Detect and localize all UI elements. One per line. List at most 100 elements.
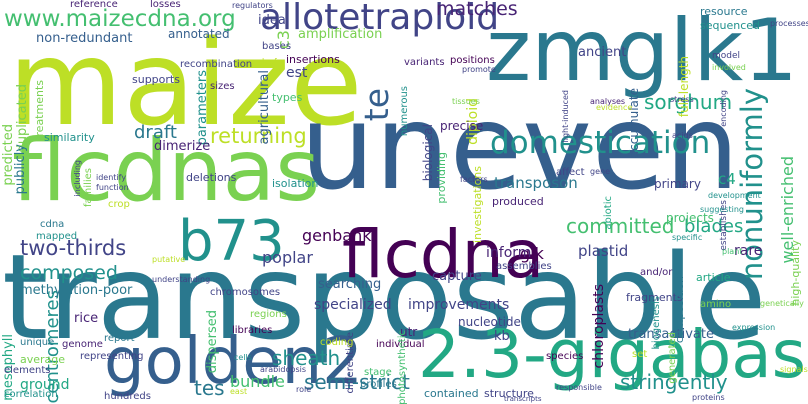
cloud-word: te [357, 88, 396, 122]
cloud-word: methylation-poor [20, 283, 133, 298]
cloud-word: regions [250, 309, 287, 320]
cloud-word: returning [210, 124, 307, 148]
cloud-word: searching [318, 277, 382, 292]
cloud-word: evidence [596, 103, 633, 112]
cloud-word: golden2 [104, 325, 363, 399]
cloud-word: putative [152, 255, 186, 264]
cloud-word: domestication [490, 125, 711, 161]
cloud-word: ground [20, 377, 70, 393]
cloud-word: composed [20, 262, 118, 284]
cloud-word: identify [96, 173, 127, 182]
cloud-word: coding [320, 337, 354, 348]
cloud-word: sheath [272, 346, 341, 370]
cloud-word: plastid [578, 242, 629, 260]
cloud-word: allotetraploid [260, 0, 500, 38]
cloud-word: stage [364, 367, 392, 378]
cloud-word: cdna [40, 219, 65, 230]
cloud-word: specialized [314, 297, 392, 313]
cloud-word: profiles [360, 379, 397, 390]
cloud-word: rice [74, 311, 99, 326]
cloud-word: representing [80, 351, 144, 362]
cloud-word: abiotic [603, 196, 614, 230]
cloud-word: precise [440, 119, 484, 133]
cloud-word: fragments [626, 291, 683, 304]
cloud-word: semi-strict [304, 370, 410, 394]
cloud-word: regulators [232, 1, 273, 10]
cloud-word: insertions [286, 53, 340, 66]
cloud-word: parameters [195, 70, 210, 146]
cloud-word: light-induced [561, 90, 570, 143]
cloud-word: species [546, 351, 584, 362]
cloud-word: contained [424, 387, 479, 400]
cloud-word: flcdna [342, 216, 545, 293]
cloud-word: uneven [300, 78, 740, 216]
cloud-word: stress [670, 95, 694, 104]
cloud-word: kb [494, 329, 510, 344]
cloud-word: inform [486, 245, 532, 261]
cloud-word: full-length [677, 56, 691, 118]
cloud-word: assemblies [496, 261, 552, 272]
cloud-word: arabidopsis [260, 365, 307, 374]
cloud-word: duplicated [15, 84, 30, 153]
cloud-word: function [96, 183, 129, 192]
cloud-word: providing [435, 152, 448, 204]
cloud-word: committed [566, 214, 675, 238]
cloud-word: chromosomes [210, 287, 281, 298]
cloud-word: tissues [452, 97, 480, 106]
cloud-word: cells [234, 353, 252, 362]
cloud-word: processes [770, 19, 808, 28]
cloud-word: understanding [152, 275, 211, 284]
cloud-word: sorghum [644, 90, 733, 114]
cloud-word: hundreds [104, 391, 151, 402]
cloud-word: high-quality [789, 240, 802, 306]
cloud-word: transposon [494, 174, 578, 192]
cloud-word: b73 [178, 209, 285, 274]
cloud-word: amino [700, 299, 732, 310]
cloud-word: types [272, 91, 303, 104]
cloud-word: chloroplasts [591, 284, 607, 369]
cloud-word: sequenced [700, 19, 760, 32]
cloud-word: report [104, 333, 135, 344]
cloud-word: model [712, 51, 741, 61]
cloud-word: generated [667, 332, 678, 384]
cloud-word: affect [556, 167, 585, 178]
cloud-word: recombination [180, 59, 253, 70]
cloud-word: transcripts [504, 395, 542, 403]
cloud-word: capture [432, 269, 482, 284]
cloud-word: blades [684, 216, 744, 237]
cloud-word: stringently [620, 370, 728, 394]
cloud-word: agricultural [257, 70, 272, 145]
cloud-word: specific [672, 233, 703, 242]
cloud-word: utr [400, 325, 418, 339]
cloud-word: set [632, 349, 648, 360]
cloud-word: unique [20, 337, 55, 348]
cloud-word: correlation [4, 389, 58, 400]
cloud-word: families [83, 168, 94, 208]
cloud-word: genome [62, 339, 103, 350]
cloud-word: biogenesis [651, 296, 662, 350]
cloud-word: factors [460, 175, 488, 184]
cloud-word: article [696, 271, 731, 284]
cloud-word: projects [666, 211, 714, 225]
cloud-word: libraries [232, 325, 273, 336]
cloud-word: acids [672, 131, 693, 140]
cloud-word: dispersed [205, 310, 220, 374]
cloud-word: reference [70, 0, 118, 10]
cloud-word: losses [150, 0, 181, 10]
cloud-word: amplification [298, 27, 383, 42]
cloud-word: crop [108, 199, 130, 210]
cloud-word: draft [134, 122, 177, 143]
cloud-word: publicly [13, 144, 28, 195]
cloud-word: poplar [262, 248, 313, 267]
cloud-word: expression [732, 323, 776, 332]
cloud-word: maize [8, 14, 363, 152]
cloud-word: zmglk1 [486, 1, 798, 101]
cloud-word: est [286, 65, 308, 81]
cloud-word: www.maizecdna.org [4, 6, 236, 32]
cloud-word: proteins [692, 393, 725, 402]
cloud-word: genbank [302, 226, 372, 245]
cloud-word: accumulate [627, 88, 641, 159]
cloud-word: c4 [718, 170, 736, 188]
cloud-word: east [230, 387, 248, 396]
